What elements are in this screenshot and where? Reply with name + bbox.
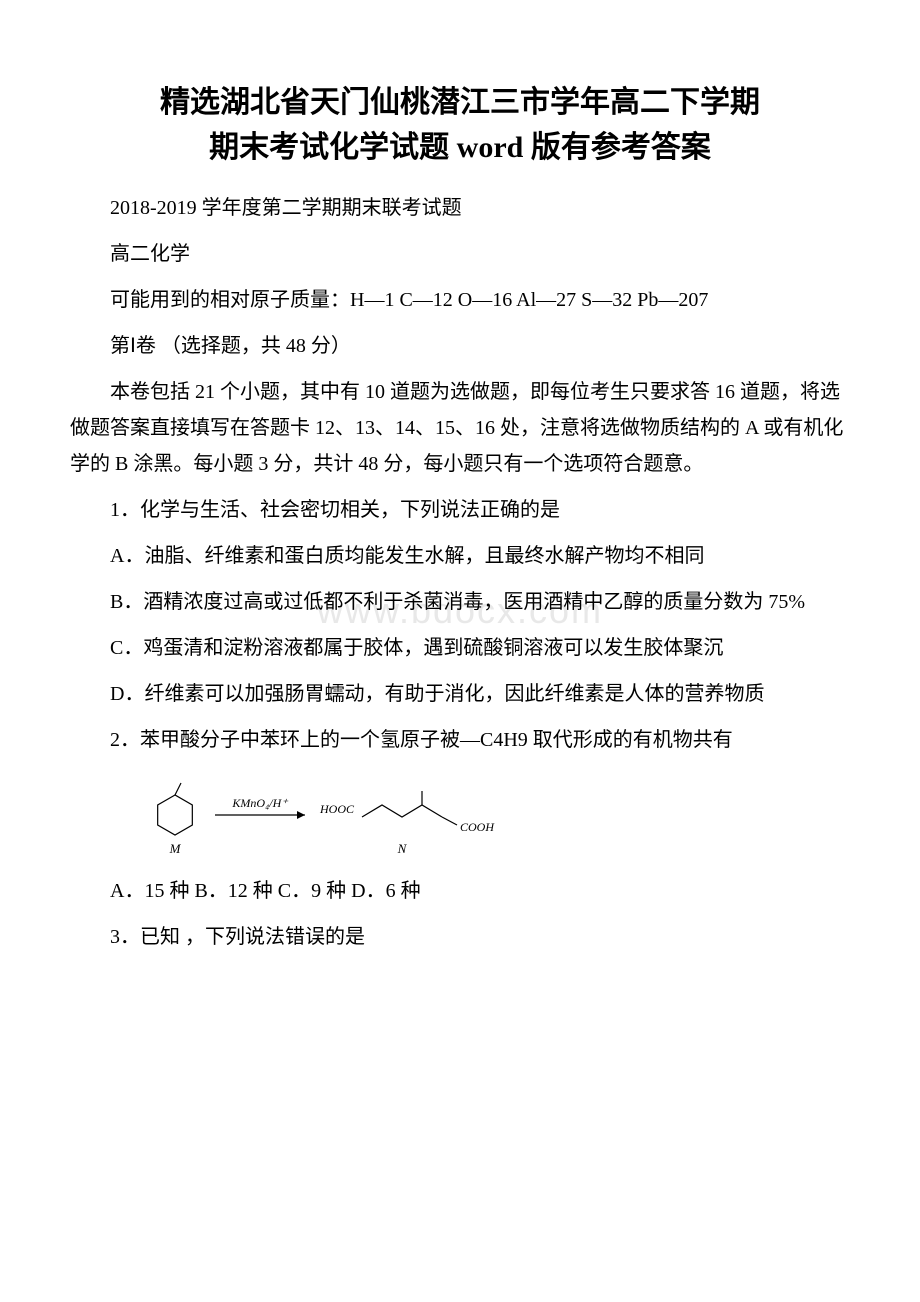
reaction-diagram: M KMnO₄/H⁺ HOOC COOH N [140, 773, 850, 863]
question-1-option-a: A．油脂、纤维素和蛋白质均能发生水解，且最终水解产物均不相同 [70, 538, 850, 574]
document-title: 精选湖北省天门仙桃潜江三市学年高二下学期 期末考试化学试题 word 版有参考答… [70, 80, 850, 170]
question-2-options: A．15 种 B．12 种 C．9 种 D．6 种 [70, 873, 850, 909]
svg-text:COOH: COOH [460, 820, 495, 834]
question-1-option-c: C．鸡蛋清和淀粉溶液都属于胶体，遇到硫酸铜溶液可以发生胶体聚沉 [70, 630, 850, 666]
svg-text:M: M [169, 841, 182, 856]
subtitle: 2018-2019 学年度第二学期期末联考试题 [70, 190, 850, 226]
svg-text:HOOC: HOOC [319, 802, 355, 816]
question-2: 2．苯甲酸分子中苯环上的一个氢原子被—C4H9 取代形成的有机物共有 [70, 722, 850, 758]
atomic-mass: 可能用到的相对原子质量：H—1 C—12 O—16 Al—27 S—32 Pb—… [70, 282, 850, 318]
title-line-1: 精选湖北省天门仙桃潜江三市学年高二下学期 [160, 86, 760, 119]
section-header: 第Ⅰ卷 （选择题，共 48 分） [70, 328, 850, 364]
svg-text:KMnO₄/H⁺: KMnO₄/H⁺ [231, 796, 289, 810]
question-1-option-d: D．纤维素可以加强肠胃蠕动，有助于消化，因此纤维素是人体的营养物质 [70, 676, 850, 712]
question-1-option-b: B．酒精浓度过高或过低都不利于杀菌消毒，医用酒精中乙醇的质量分数为 75% [70, 584, 850, 620]
title-line-2: 期末考试化学试题 word 版有参考答案 [209, 131, 711, 164]
question-1: 1．化学与生活、社会密切相关，下列说法正确的是 [70, 492, 850, 528]
subject: 高二化学 [70, 236, 850, 272]
svg-text:N: N [397, 841, 408, 856]
question-3: 3．已知 ，下列说法错误的是 [70, 919, 850, 955]
instructions: 本卷包括 21 个小题，其中有 10 道题为选做题，即每位考生只要求答 16 道… [70, 374, 850, 482]
